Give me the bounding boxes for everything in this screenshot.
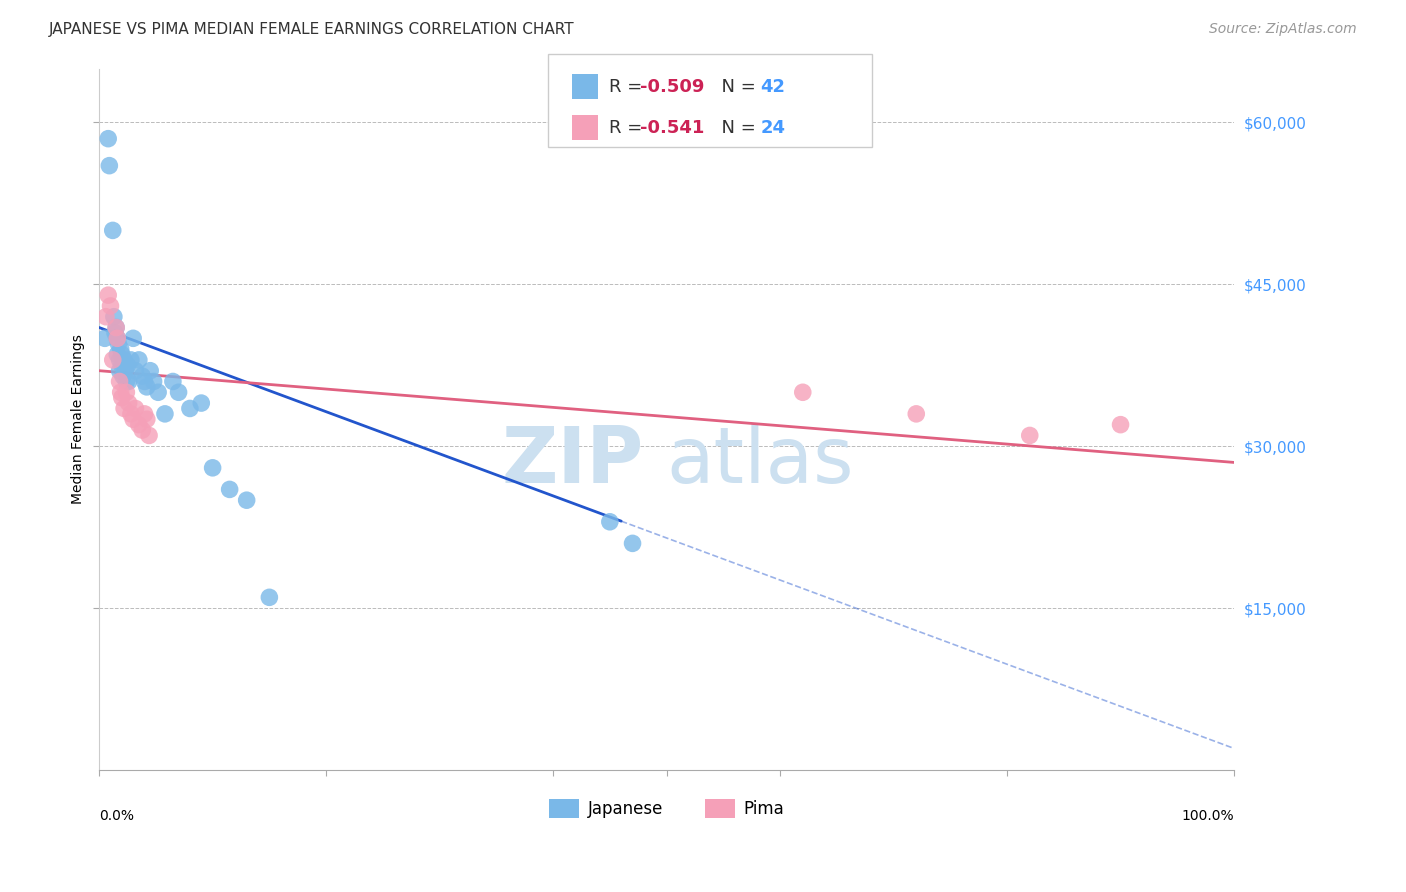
Point: [97, 131, 120, 145]
Point: [128, 352, 150, 367]
Point: [146, 385, 169, 400]
Point: [111, 391, 134, 405]
Point: [111, 369, 134, 384]
Text: N =: N =: [710, 119, 762, 136]
Text: R =: R =: [609, 78, 648, 95]
Point: [98, 159, 121, 173]
Point: [115, 375, 138, 389]
Point: [142, 375, 165, 389]
Point: [218, 483, 240, 497]
Point: [94, 331, 117, 345]
Point: [108, 375, 131, 389]
Point: [100, 299, 122, 313]
Point: [120, 352, 142, 367]
Point: [114, 364, 136, 378]
Point: [124, 364, 146, 378]
Text: atlas: atlas: [666, 424, 853, 500]
Text: -0.541: -0.541: [640, 119, 704, 136]
Text: ZIP: ZIP: [502, 424, 644, 500]
Point: [179, 401, 201, 416]
Point: [167, 385, 190, 400]
Point: [97, 288, 120, 302]
Point: [1018, 428, 1040, 442]
Point: [117, 375, 139, 389]
Point: [117, 359, 139, 373]
Point: [105, 320, 128, 334]
Point: [135, 380, 157, 394]
Point: [138, 428, 160, 442]
Text: JAPANESE VS PIMA MEDIAN FEMALE EARNINGS CORRELATION CHART: JAPANESE VS PIMA MEDIAN FEMALE EARNINGS …: [49, 22, 575, 37]
Point: [134, 407, 156, 421]
Point: [259, 591, 281, 605]
Point: [201, 460, 224, 475]
Text: 0.0%: 0.0%: [100, 808, 134, 822]
Point: [111, 347, 134, 361]
Point: [135, 412, 157, 426]
Point: [190, 396, 212, 410]
Point: [122, 331, 145, 345]
Point: [101, 352, 124, 367]
Point: [94, 310, 117, 324]
Point: [117, 396, 139, 410]
Text: 24: 24: [761, 119, 786, 136]
Point: [124, 401, 146, 416]
Point: [110, 342, 132, 356]
Point: [103, 310, 125, 324]
Point: [105, 320, 128, 334]
Text: 42: 42: [761, 78, 786, 95]
Point: [107, 336, 129, 351]
Point: [120, 407, 142, 421]
Point: [131, 369, 153, 384]
Point: [1109, 417, 1132, 432]
Point: [105, 347, 128, 361]
Point: [162, 375, 184, 389]
Point: [112, 352, 135, 367]
Point: [108, 364, 131, 378]
Text: 100.0%: 100.0%: [1181, 808, 1234, 822]
Point: [110, 385, 132, 400]
Point: [111, 359, 134, 373]
Point: [621, 536, 644, 550]
Point: [105, 331, 128, 345]
Point: [235, 493, 257, 508]
Text: Source: ZipAtlas.com: Source: ZipAtlas.com: [1209, 22, 1357, 37]
Point: [134, 375, 156, 389]
Text: N =: N =: [710, 78, 762, 95]
Point: [792, 385, 814, 400]
Point: [122, 412, 145, 426]
Point: [131, 423, 153, 437]
Point: [105, 331, 128, 345]
Point: [115, 385, 138, 400]
Point: [153, 407, 176, 421]
Point: [101, 223, 124, 237]
Point: [104, 326, 127, 340]
Legend: Japanese, Pima: Japanese, Pima: [543, 792, 790, 825]
Point: [112, 401, 135, 416]
Point: [139, 364, 162, 378]
Point: [905, 407, 928, 421]
Point: [108, 352, 131, 367]
Point: [128, 417, 150, 432]
Point: [599, 515, 621, 529]
Text: -0.509: -0.509: [640, 78, 704, 95]
Text: R =: R =: [609, 119, 648, 136]
Y-axis label: Median Female Earnings: Median Female Earnings: [72, 334, 86, 504]
